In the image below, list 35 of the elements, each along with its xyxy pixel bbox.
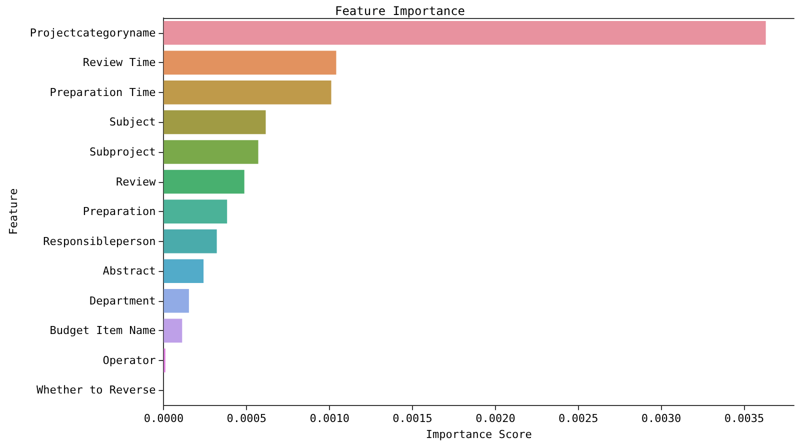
bar bbox=[164, 50, 336, 75]
bar bbox=[164, 200, 228, 224]
bar bbox=[164, 318, 182, 343]
bar bbox=[164, 229, 217, 254]
y-tick-label: Review bbox=[116, 175, 156, 188]
x-tick-label: 0.0015 bbox=[392, 412, 432, 426]
x-tick-label: 0.0030 bbox=[641, 412, 682, 426]
x-tick-label: 0.0020 bbox=[476, 412, 516, 426]
bar bbox=[164, 288, 189, 313]
bar bbox=[164, 259, 204, 284]
x-tick-label: 0.0005 bbox=[226, 412, 267, 426]
y-tick-label: Responsibleperson bbox=[43, 234, 156, 248]
y-tick-label: Operator bbox=[102, 354, 156, 367]
y-tick-label: Preparation Time bbox=[50, 86, 156, 99]
y-tick-label: Abstract bbox=[102, 264, 156, 278]
y-tick-label: Preparation bbox=[82, 205, 156, 218]
bar bbox=[164, 20, 766, 45]
x-tick-label: 0.0035 bbox=[724, 412, 764, 426]
y-tick-label: Department bbox=[89, 294, 156, 308]
x-tick-label: 0.0010 bbox=[310, 412, 350, 426]
y-tick-label: Budget Item Name bbox=[50, 324, 156, 338]
bar bbox=[164, 80, 332, 104]
bar bbox=[164, 140, 258, 164]
chart-title: Feature Importance bbox=[334, 4, 466, 18]
bar bbox=[164, 170, 244, 194]
y-tick-label: Subject bbox=[109, 116, 156, 129]
y-tick-label: Subproject bbox=[89, 145, 156, 158]
y-tick-label: Review Time bbox=[82, 56, 156, 70]
y-tick-label: Whether to Reverse bbox=[36, 384, 156, 397]
x-axis-title: Importance Score bbox=[426, 428, 532, 441]
y-axis-title: Feature bbox=[7, 188, 20, 235]
x-tick-label: 0.0025 bbox=[558, 412, 598, 426]
x-tick-label: 0.0000 bbox=[144, 412, 184, 426]
bar bbox=[164, 110, 266, 134]
y-tick-label: Projectcategoryname bbox=[30, 26, 156, 40]
